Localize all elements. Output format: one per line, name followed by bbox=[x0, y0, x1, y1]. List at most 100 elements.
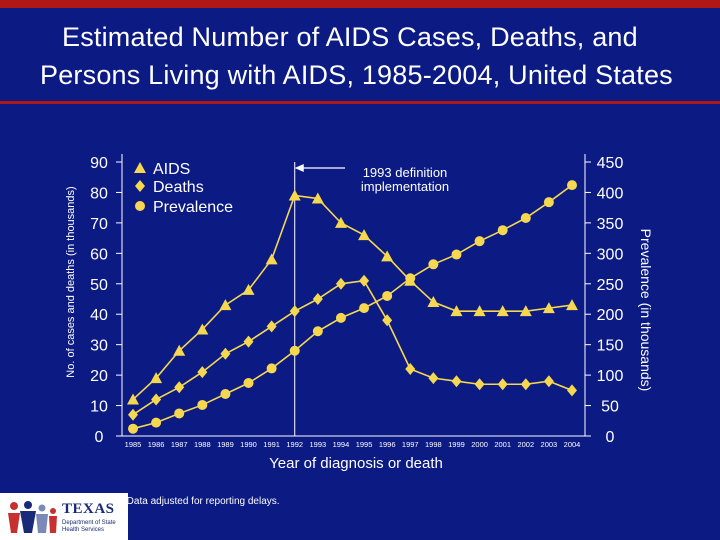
right-tick-label: 400 bbox=[597, 185, 624, 202]
deaths-data-point bbox=[335, 277, 346, 290]
aids-data-point bbox=[265, 253, 278, 265]
aids-data-point bbox=[496, 305, 509, 317]
deaths-data-point bbox=[451, 375, 462, 388]
deaths-data-point bbox=[174, 381, 185, 394]
legend-marker-deaths bbox=[135, 180, 145, 192]
deaths-data-point bbox=[543, 375, 554, 388]
prevalence-data-point bbox=[197, 399, 208, 410]
y-axis-left-title: No. of cases and deaths (in thousands) bbox=[65, 186, 77, 377]
title-divider bbox=[0, 101, 720, 104]
x-tick-label: 1989 bbox=[217, 440, 234, 449]
texas-dshs-logo: TEXAS Department of State Health Service… bbox=[0, 493, 128, 540]
legend-marker-aids bbox=[134, 162, 146, 173]
aids-data-point bbox=[311, 192, 324, 204]
aids-data-point bbox=[150, 372, 163, 384]
deaths-data-point bbox=[312, 293, 323, 305]
deaths-data-point bbox=[382, 314, 393, 327]
logo-subtext: Department of State Health Services bbox=[62, 520, 116, 533]
deaths-data-point bbox=[497, 378, 508, 391]
aids-data-point bbox=[473, 305, 486, 317]
aids-data-point bbox=[334, 216, 347, 228]
prevalence-data-point bbox=[405, 273, 416, 284]
x-tick-label: 2002 bbox=[517, 440, 534, 449]
prevalence-data-point bbox=[289, 345, 300, 356]
deaths-data-point bbox=[359, 274, 370, 287]
x-tick-label: 1994 bbox=[333, 440, 350, 449]
prevalence-data-point bbox=[312, 326, 323, 337]
deaths-data-point bbox=[289, 305, 300, 318]
deaths-data-point bbox=[567, 384, 577, 397]
slide-title-line-2: Persons Living with AIDS, 1985-2004, Uni… bbox=[40, 60, 673, 90]
deaths-data-point bbox=[428, 372, 439, 385]
aids-data-point bbox=[566, 299, 578, 311]
prevalence-data-point bbox=[382, 290, 393, 301]
right-tick-label: 350 bbox=[597, 216, 624, 233]
right-tick-label: 100 bbox=[597, 368, 624, 385]
x-tick-label: 1987 bbox=[171, 440, 188, 449]
prevalence-data-point bbox=[174, 408, 185, 419]
prevalence-data-point bbox=[543, 197, 554, 208]
x-axis-title: Year of diagnosis or death bbox=[269, 455, 443, 472]
deaths-data-point bbox=[474, 378, 485, 391]
right-tick-label: 450 bbox=[597, 155, 624, 172]
prevalence-series-line bbox=[132, 184, 573, 430]
left-tick-label: 30 bbox=[90, 338, 108, 355]
right-tick-label: 300 bbox=[597, 246, 624, 263]
deaths-data-point bbox=[405, 363, 416, 376]
x-tick-label: 1999 bbox=[448, 440, 465, 449]
deaths-series-line bbox=[132, 279, 573, 416]
aids-data-point bbox=[519, 305, 532, 317]
legend-label-prevalence: Prevalence bbox=[153, 199, 233, 216]
aids-data-point bbox=[127, 393, 139, 405]
x-tick-label: 1993 bbox=[309, 440, 326, 449]
aids-data-point bbox=[242, 283, 255, 295]
right-tick-label: 200 bbox=[597, 307, 624, 324]
deaths-data-point bbox=[266, 320, 277, 333]
x-tick-label: 1997 bbox=[402, 440, 419, 449]
right-tick-label: 0 bbox=[606, 429, 615, 446]
x-tick-label: 2003 bbox=[541, 440, 558, 449]
prevalence-data-point bbox=[451, 249, 462, 260]
aids-data-point bbox=[173, 344, 186, 356]
prevalence-data-point bbox=[474, 236, 485, 247]
aids-data-point bbox=[427, 296, 440, 308]
aids-data-point bbox=[288, 189, 301, 201]
x-tick-label: 1996 bbox=[379, 440, 396, 449]
annotation-line-1: 1993 definition bbox=[363, 165, 448, 180]
prevalence-data-point bbox=[151, 417, 162, 428]
deaths-data-point bbox=[128, 408, 138, 421]
prevalence-data-point bbox=[428, 259, 439, 270]
aids-data-point bbox=[542, 302, 555, 314]
left-tick-label: 70 bbox=[90, 216, 108, 233]
annotation-arrow-head bbox=[294, 164, 304, 172]
right-tick-label: 250 bbox=[597, 277, 624, 294]
aids-data-point bbox=[358, 229, 371, 241]
left-tick-label: 10 bbox=[90, 399, 108, 416]
prevalence-data-point bbox=[266, 363, 277, 374]
aids-series-line bbox=[132, 194, 573, 401]
top-accent-band bbox=[0, 0, 720, 8]
prevalence-data-point bbox=[128, 423, 138, 434]
prevalence-data-point bbox=[497, 225, 508, 236]
prevalence-data-point bbox=[520, 213, 531, 224]
left-tick-label: 40 bbox=[90, 307, 108, 324]
aids-data-point bbox=[450, 305, 463, 317]
aids-data-point bbox=[219, 299, 232, 311]
x-tick-label: 1998 bbox=[425, 440, 442, 449]
x-tick-label: 1986 bbox=[148, 440, 165, 449]
x-tick-label: 1988 bbox=[194, 440, 211, 449]
x-tick-label: 2000 bbox=[471, 440, 488, 449]
left-tick-label: 0 bbox=[95, 429, 104, 446]
legend-label-aids: AIDS bbox=[153, 161, 190, 178]
aids-data-point bbox=[196, 323, 209, 335]
annotation-line-2: implementation bbox=[361, 179, 449, 194]
left-tick-label: 80 bbox=[90, 185, 108, 202]
x-tick-label: 1985 bbox=[125, 440, 142, 449]
prevalence-data-point bbox=[359, 303, 370, 314]
deaths-data-point bbox=[197, 366, 208, 379]
left-tick-label: 20 bbox=[90, 368, 108, 385]
y-axis-right-title: Prevalence (in thousands) bbox=[638, 229, 654, 392]
legend-label-deaths: Deaths bbox=[153, 179, 204, 196]
footnote: Note. Data adjusted for reporting delays… bbox=[100, 496, 280, 507]
